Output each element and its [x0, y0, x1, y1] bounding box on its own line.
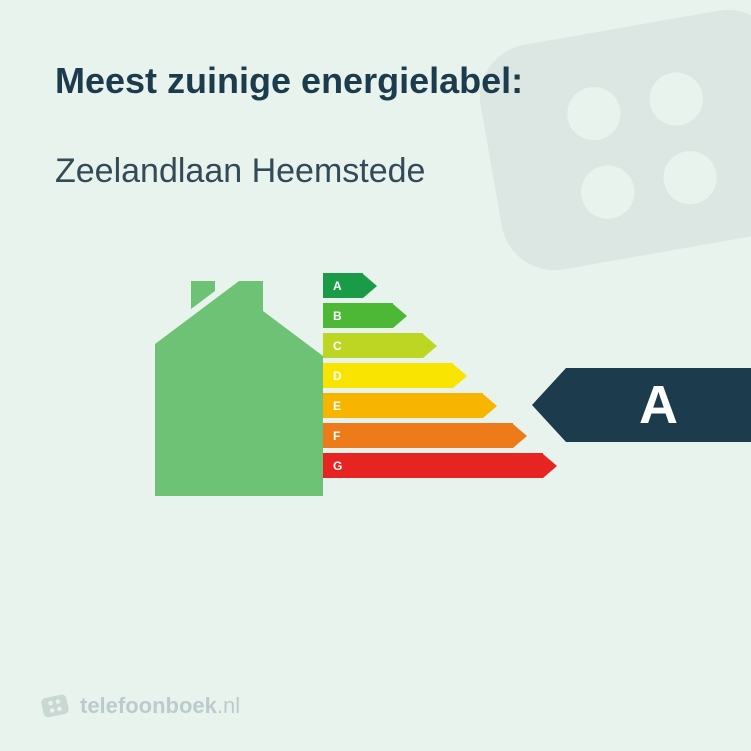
energy-bar-body: G — [323, 453, 543, 478]
energy-bar-body: D — [323, 363, 453, 388]
phonebook-icon — [37, 688, 73, 724]
energy-bar-body: B — [323, 303, 393, 328]
energy-bar-arrow — [423, 334, 437, 358]
result-arrow-point — [532, 368, 566, 442]
energy-bar-body: F — [323, 423, 513, 448]
house-icon — [155, 281, 323, 496]
energy-bar-arrow — [393, 304, 407, 328]
energy-bar-body: C — [323, 333, 423, 358]
energy-bar-body: E — [323, 393, 483, 418]
energy-bar-a: A — [323, 273, 557, 298]
energy-bar-arrow — [363, 274, 377, 298]
result-arrow-body: A — [566, 368, 751, 442]
energy-bar-g: G — [323, 453, 557, 478]
energy-bar-f: F — [323, 423, 557, 448]
card-subtitle: Zeelandlaan Heemstede — [55, 152, 696, 191]
footer-text: telefoonboek.nl — [80, 693, 240, 719]
footer-text-light: .nl — [217, 693, 240, 718]
result-letter: A — [639, 374, 678, 436]
footer-logo: telefoonboek.nl — [40, 691, 240, 721]
result-arrow: A — [532, 368, 751, 442]
energy-bar-arrow — [513, 424, 527, 448]
energy-bar-c: C — [323, 333, 557, 358]
energy-bar-e: E — [323, 393, 557, 418]
energy-bar-body: A — [323, 273, 363, 298]
energy-bar-arrow — [543, 454, 557, 478]
footer-text-bold: telefoonboek — [80, 693, 217, 718]
energy-bar-arrow — [483, 394, 497, 418]
energy-label-bars: ABCDEFG — [323, 273, 557, 483]
energy-bar-d: D — [323, 363, 557, 388]
energy-bar-arrow — [453, 364, 467, 388]
energy-bar-b: B — [323, 303, 557, 328]
card-title: Meest zuinige energielabel: — [55, 60, 696, 102]
